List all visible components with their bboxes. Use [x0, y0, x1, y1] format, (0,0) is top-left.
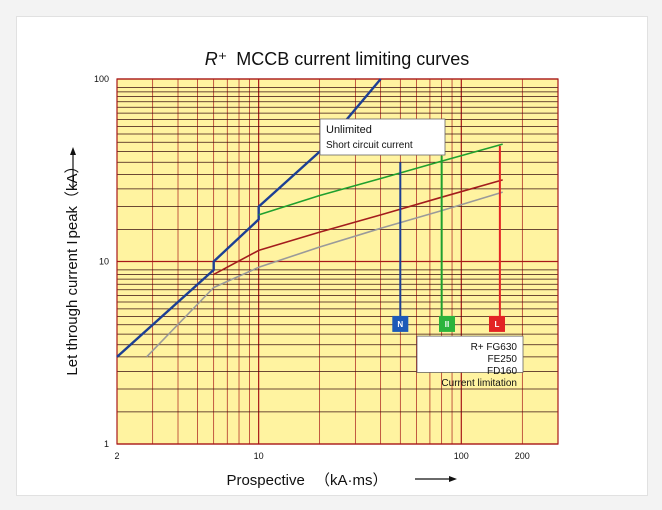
x-tick-label: 200	[515, 451, 530, 461]
series-line-FG630	[258, 143, 503, 216]
chart: R⁺ MCCB current limiting curves 2 10 100 20…	[64, 49, 559, 489]
x-axis-arrow	[415, 476, 457, 482]
unlimited-label-line2: Short circuit current	[326, 140, 413, 151]
annotations: Unlimited Short circuit current R+ FG630FE…	[319, 118, 524, 389]
limit-lines	[399, 145, 501, 324]
x-tick-label: 2	[114, 451, 119, 461]
legend-line: FD160	[487, 366, 517, 377]
chart-title-mark: R⁺	[205, 49, 228, 69]
y-axis-arrow	[70, 147, 76, 189]
chart-title-text: MCCB current limiting curves	[236, 49, 469, 69]
marker-N	[392, 315, 409, 332]
plot-border	[116, 78, 559, 445]
y-axis-label-main: Let through current I	[64, 240, 81, 375]
series-line-FE250	[213, 179, 503, 276]
x-tick-label: 100	[454, 451, 469, 461]
legend-box	[416, 335, 524, 373]
legend-line: FE250	[488, 354, 518, 365]
x-axis-label-main: Prospective	[226, 472, 304, 489]
y-tick-label: 100	[94, 74, 109, 84]
marker-label: N	[397, 320, 403, 329]
marker-label: L	[495, 320, 500, 329]
y-axis-label-unit: peak（kA）	[64, 158, 81, 238]
y-axis-label: Let through current I peak（kA）	[64, 158, 81, 375]
chart-title: R⁺ MCCB current limiting curves	[205, 49, 470, 69]
grid	[116, 78, 559, 445]
marker-label: II	[445, 320, 449, 329]
legend-line: R+ FG630	[471, 342, 518, 353]
x-axis-label-unit: （kA·ms）	[315, 472, 388, 489]
x-tick-label: 10	[254, 451, 264, 461]
legend-line: Current limitation	[441, 378, 517, 389]
marker-II	[439, 315, 456, 332]
marker-L	[488, 315, 505, 332]
y-tick-label: 10	[99, 257, 109, 267]
y-tick-label: 1	[104, 439, 109, 449]
unlimited-label-box	[319, 118, 446, 156]
tick-labels: 2 10 100 200 1 10 100	[94, 74, 530, 461]
chart-card: R⁺ MCCB current limiting curves 2 10 100 20…	[16, 16, 648, 496]
unlimited-label-line1: Unlimited	[326, 124, 372, 136]
x-axis-label: Prospective （kA·ms）	[226, 472, 387, 489]
